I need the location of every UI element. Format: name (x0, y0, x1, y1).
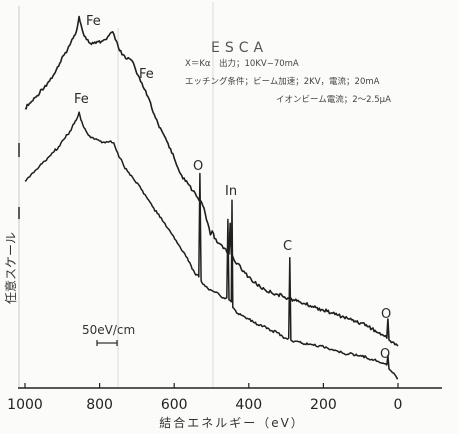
peak-label-fe: Fe (139, 67, 154, 82)
peak-label-c: C (283, 239, 292, 254)
chart-title: ESCA (211, 40, 268, 56)
x-tick-label: 800 (86, 397, 113, 413)
scale-label: 50eV/cm (82, 323, 135, 337)
peak-label-in: In (225, 184, 237, 199)
x-tick-label: 0 (394, 397, 403, 413)
x-tick-label: 1000 (7, 397, 43, 413)
x-tick-label: 400 (235, 397, 262, 413)
peak-label-fe: Fe (74, 92, 89, 107)
y-axis-label: 任意スケール (3, 232, 18, 304)
x-tick-label: 200 (310, 397, 337, 413)
condition-line-xray: X＝Kα 出力；10KV−70mA (185, 58, 299, 69)
x-tick-marks (24, 383, 399, 388)
condition-line-etching: エッチング条件；ビーム加速；2KV，電流；20mA (185, 76, 380, 87)
scale-bar (96, 340, 118, 346)
x-tick-label: 600 (161, 397, 188, 413)
peak-label-fe: Fe (86, 14, 101, 29)
spectrum-line-lower (24, 111, 399, 380)
spectrum-line-upper (24, 15, 399, 347)
peak-label-o: O (380, 347, 390, 362)
x-axis-label: 結合エネルギー（eV） (159, 415, 305, 430)
peak-label-o: O (193, 159, 203, 174)
peak-label-o: O (381, 307, 391, 322)
condition-line-ion-current: イオンビーム電流；2〜2.5μA (276, 94, 391, 105)
